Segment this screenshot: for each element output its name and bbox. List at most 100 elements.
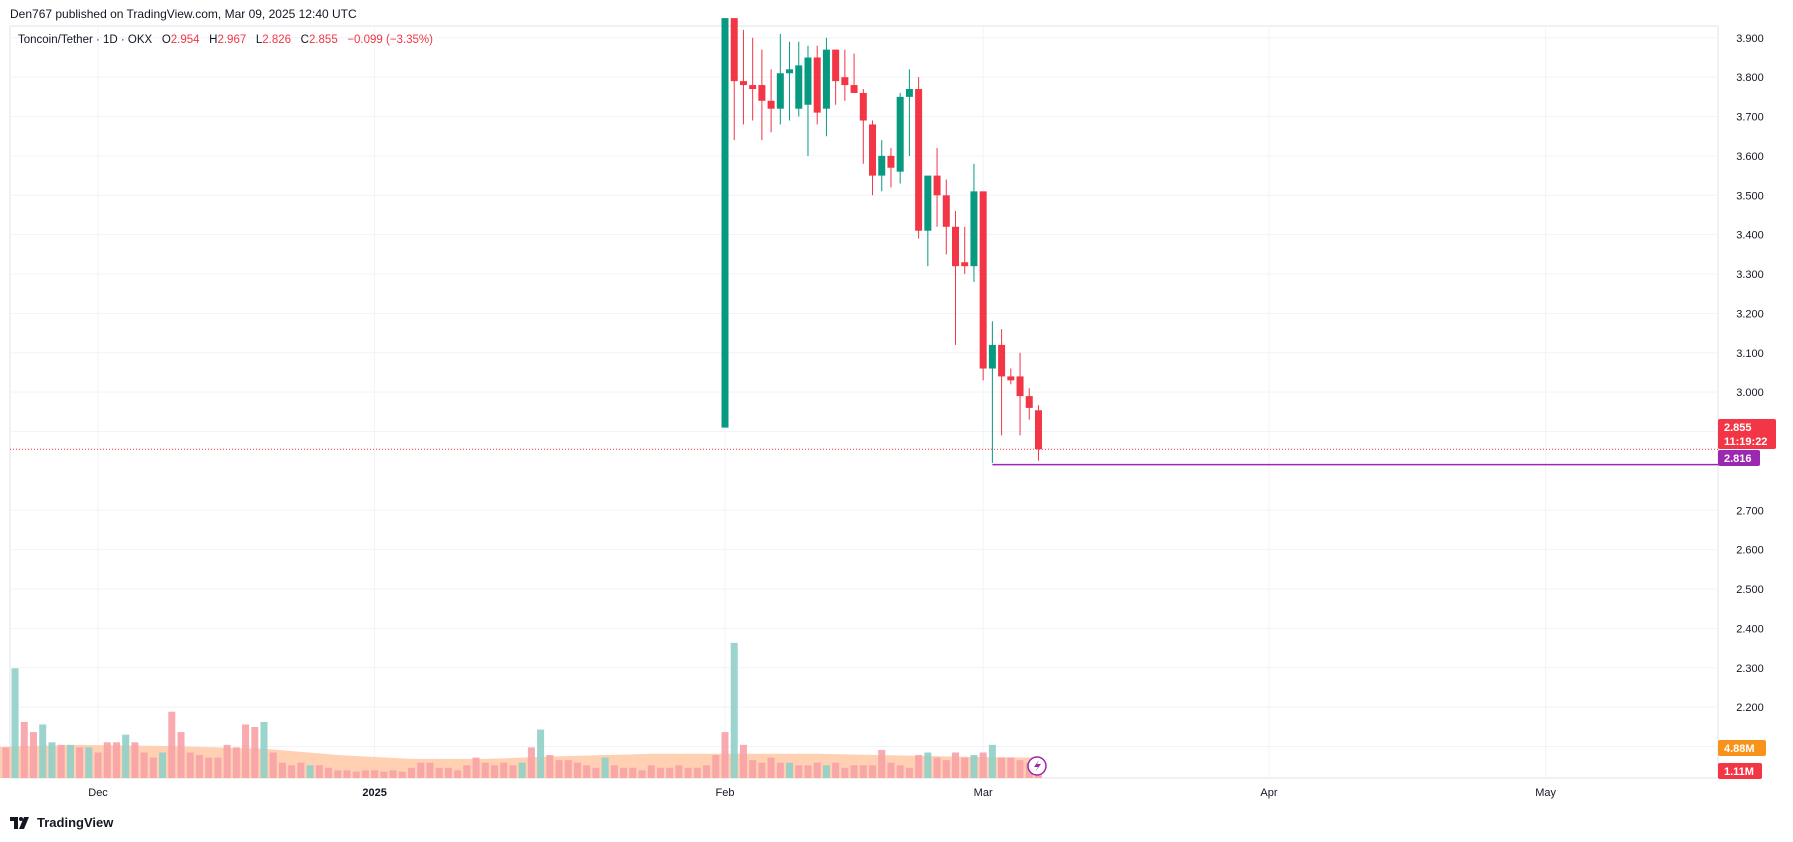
- volume-bar: [168, 711, 176, 778]
- published-header: Den767 published on TradingView.com, Mar…: [10, 7, 357, 21]
- candle-body: [850, 85, 858, 93]
- last-price-tag-text: 2.855: [1724, 422, 1752, 434]
- volume-bar: [730, 642, 738, 778]
- volume-bar: [76, 747, 84, 778]
- volume-bar: [205, 757, 213, 778]
- tradingview-logo-icon: [10, 816, 29, 829]
- volume-bar: [242, 724, 250, 778]
- candle-body: [832, 49, 840, 82]
- volume-bar: [112, 742, 120, 778]
- volume-bar: [638, 770, 646, 778]
- y-tick-label: 2.400: [1736, 623, 1764, 635]
- candle-body: [942, 195, 950, 227]
- volume-bar: [518, 762, 526, 778]
- volume-bar: [315, 765, 323, 778]
- candle-body: [869, 124, 877, 176]
- volume-bar: [2, 747, 10, 778]
- volume-bar: [942, 760, 950, 778]
- volume-bar: [57, 744, 65, 778]
- volume-bar: [776, 762, 784, 778]
- y-tick-label: 2.300: [1736, 663, 1764, 675]
- candle-body: [1016, 376, 1024, 397]
- y-tick-label: 3.300: [1736, 269, 1764, 281]
- volume-bar: [647, 765, 655, 778]
- x-tick-label: Feb: [716, 787, 735, 799]
- volume-bar: [537, 729, 545, 778]
- candle-body: [841, 77, 849, 86]
- plot-frame: [9, 25, 1719, 779]
- volume-bar: [186, 752, 194, 778]
- volume-bar: [491, 765, 498, 778]
- volume-bar: [675, 765, 683, 778]
- y-tick-label: 2.200: [1736, 702, 1764, 714]
- volume-bar: [786, 762, 794, 778]
- candle-body: [896, 96, 904, 172]
- last-price-tag: [1718, 419, 1776, 449]
- volume-bar: [684, 767, 692, 778]
- symbol-name: Toncoin/Tether · 1D · OKX: [18, 34, 153, 46]
- y-tick-label: 3.400: [1736, 230, 1764, 242]
- volume-bar: [417, 762, 425, 778]
- volume-bar: [795, 765, 803, 778]
- volume-bar: [601, 757, 609, 778]
- support-level-tag: [1718, 450, 1760, 466]
- volume-bar: [140, 752, 148, 778]
- x-tick-label: Dec: [88, 787, 108, 799]
- candle-body: [998, 344, 1006, 377]
- volume-bar: [822, 765, 830, 778]
- volume-bar: [500, 762, 508, 778]
- y-tick-label: 3.800: [1736, 72, 1764, 84]
- volume-bar: [232, 747, 240, 778]
- volume-bar: [20, 721, 28, 778]
- low-value: 2.826: [262, 34, 292, 46]
- candle-body: [795, 65, 803, 109]
- volume-bar: [979, 752, 987, 778]
- volume-bar: [527, 747, 535, 778]
- volume-bar: [767, 757, 775, 778]
- volume-bar: [546, 755, 554, 778]
- volume-bar: [583, 765, 591, 778]
- x-tick-label: Mar: [974, 787, 993, 799]
- volume-bar: [859, 765, 867, 778]
- y-tick-label: 2.700: [1736, 505, 1764, 517]
- volume-bar: [214, 757, 222, 778]
- candle-body: [804, 57, 812, 105]
- change-value: −0.099 (−3.35%): [347, 34, 433, 46]
- y-tick-label: 2.500: [1736, 584, 1764, 596]
- volume-bar: [804, 765, 812, 778]
- lightning-icon[interactable]: [1027, 756, 1047, 776]
- volume-ma-tag-text: 4.88M: [1724, 743, 1755, 755]
- volume-bar: [998, 757, 1006, 778]
- high-label: H: [209, 34, 218, 46]
- candle-body: [970, 191, 978, 267]
- x-tick-label: 2025: [362, 787, 386, 799]
- volume-bar: [398, 771, 406, 778]
- volume-bar: [970, 755, 978, 778]
- volume-bar: [988, 744, 996, 778]
- volume-bar: [435, 767, 443, 778]
- volume-bar: [149, 757, 157, 778]
- volume-bar: [693, 767, 701, 778]
- x-tick-label: May: [1535, 787, 1556, 799]
- candle-body: [1007, 376, 1015, 381]
- volume-bar: [48, 742, 56, 778]
- volume-bar: [159, 752, 167, 778]
- volume-bar: [933, 757, 941, 778]
- volume-bar: [878, 749, 886, 778]
- volume-bar: [666, 767, 674, 778]
- volume-last-tag-text: 1.11M: [1724, 766, 1754, 778]
- candle-body: [905, 88, 913, 97]
- volume-bar: [39, 724, 47, 778]
- tradingview-footer[interactable]: TradingView: [10, 815, 113, 830]
- price-axis: 3.900 3.800 3.700 3.600 3.500 3.400 3.300 3.200…: [1736, 33, 1764, 754]
- volume-bar: [703, 765, 711, 778]
- low-label: L: [255, 34, 263, 46]
- candle-body: [952, 226, 959, 267]
- volume-bar: [850, 765, 858, 778]
- volume-bar: [924, 752, 932, 778]
- open-value: 2.954: [170, 34, 200, 46]
- y-tick-label: 3.700: [1736, 112, 1764, 124]
- volume-bar: [841, 767, 849, 778]
- volume-bar: [481, 762, 489, 778]
